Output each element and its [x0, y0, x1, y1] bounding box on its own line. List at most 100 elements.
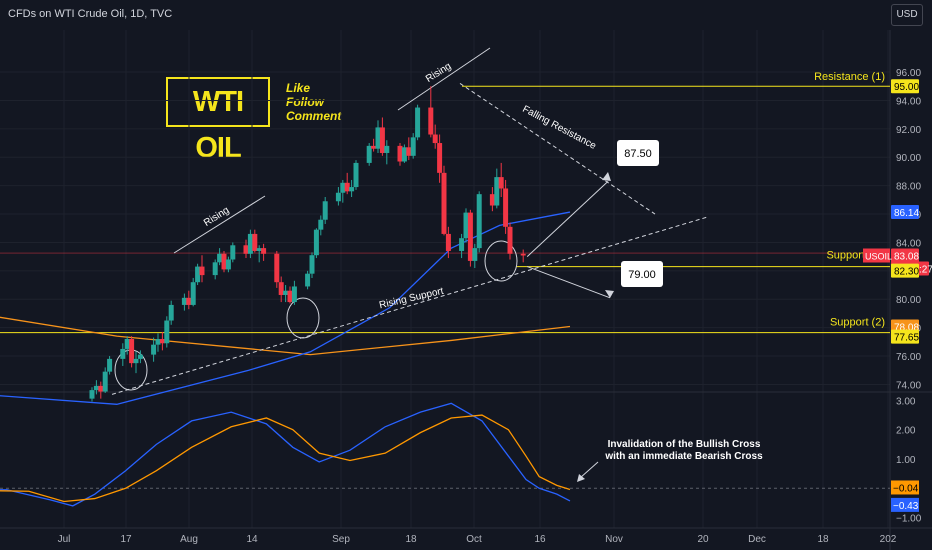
slogan-follow: Follow	[286, 95, 324, 109]
osc-series-0	[0, 402, 571, 507]
target-down-box	[621, 261, 663, 287]
osc-annotation-arrow	[579, 461, 599, 479]
support-2-label: Support (2)	[830, 317, 885, 329]
candle-body-15	[181, 297, 187, 305]
candle-body-10	[151, 344, 157, 355]
candle-body-8	[133, 358, 139, 364]
candle-body-62	[467, 212, 473, 261]
candle-body-39	[322, 201, 328, 220]
candle-body-70	[520, 253, 526, 256]
candle-body-36	[309, 255, 315, 274]
candle-body-16	[186, 297, 192, 305]
target-up-label: 87.50	[624, 148, 652, 160]
candle-body-3	[102, 371, 108, 392]
tag-last-price-bg	[891, 248, 919, 263]
tag-support-2: 77.65	[894, 333, 919, 344]
candle-body-43	[349, 187, 355, 192]
candle-body-65	[489, 194, 495, 206]
candle-body-57	[437, 143, 443, 173]
price-tick-7: 88.00	[896, 182, 921, 193]
candle-body-41	[340, 182, 346, 193]
osc-tick-1: 2.00	[896, 426, 916, 437]
candle-body-49	[384, 145, 390, 153]
arrow-up-head	[602, 172, 611, 181]
logo-text: WTI OIL	[192, 86, 244, 164]
arrow-up-line	[526, 181, 609, 258]
candle-body-29	[261, 248, 267, 254]
candle-body-11	[155, 339, 161, 345]
candle-body-0	[89, 390, 95, 399]
candle-body-40	[335, 192, 341, 202]
time-tick-12: 202	[880, 534, 897, 545]
candle-body-61	[463, 212, 469, 239]
candle-body-31	[278, 282, 284, 295]
osc-tag-0: −0.04	[893, 483, 919, 494]
price-tick-8: 90.00	[896, 153, 921, 164]
candle-body-42	[344, 182, 350, 192]
support-label: Support	[826, 250, 865, 262]
tag-resistance: 95.00	[894, 82, 919, 93]
target-up-box	[617, 140, 659, 166]
candle-body-67	[498, 177, 504, 189]
candle-body-66	[494, 177, 500, 206]
candle-body-26	[247, 233, 253, 254]
osc-annotation-line1: Invalidation of the Bullish Cross	[608, 439, 761, 450]
candle-body-51	[401, 147, 407, 162]
rising-support-label: Rising Support	[378, 286, 445, 312]
candle-body-59	[445, 233, 451, 251]
candle-body-47	[375, 127, 381, 149]
candle-body-48	[379, 127, 385, 153]
candle-body-22	[221, 253, 227, 270]
pivot-circle-2	[484, 240, 518, 282]
candle-body-63	[472, 248, 478, 261]
resistance-1-label: Resistance (1)	[814, 71, 885, 83]
tag-resistance-bg	[891, 79, 919, 94]
target-down-label: 79.00	[628, 269, 656, 281]
candle-body-18	[195, 266, 201, 283]
rising-line-1	[173, 195, 266, 254]
tag-support-bg	[891, 263, 919, 278]
osc-series-1	[0, 414, 571, 503]
candle-body-24	[230, 245, 236, 260]
tag-ma-blue: 86.14	[894, 208, 919, 219]
slogan-comment: Comment	[286, 109, 342, 123]
slogan-like: Like	[286, 81, 311, 95]
rising-line-2	[397, 47, 491, 111]
candle-body-68	[503, 188, 509, 227]
time-tick-6: Oct	[466, 534, 482, 545]
time-tick-1: 17	[120, 534, 132, 545]
tag-last-price: 83.08	[894, 252, 919, 263]
candle-body-32	[283, 290, 289, 295]
slogan: Like Follow Comment	[286, 81, 341, 123]
time-tick-7: 16	[534, 534, 546, 545]
rising-label-2: Rising	[424, 61, 453, 85]
osc-annotation-arrow-head	[577, 474, 585, 482]
rising-support-line	[111, 216, 709, 395]
rising-label-1: Rising	[202, 205, 231, 229]
osc-tag-1: −0.43	[893, 501, 919, 512]
time-tick-0: Jul	[58, 534, 71, 545]
chart-title: CFDs on WTI Crude Oil, 1D, TVC	[8, 8, 173, 20]
osc-tag-0-bg	[891, 480, 919, 495]
ma-line-0	[0, 316, 571, 356]
pivot-circle-1	[286, 297, 320, 339]
price-tick-0: 74.00	[896, 380, 921, 391]
tag-support-2-bg	[891, 329, 919, 344]
candle-body-20	[212, 262, 218, 276]
time-tick-3: 14	[246, 534, 258, 545]
candle-body-2	[98, 385, 104, 392]
symbol-tag: USOIL	[865, 252, 892, 262]
price-tick-10: 94.00	[896, 96, 921, 107]
osc-tick-2: 1.00	[896, 455, 916, 466]
candle-body-23	[225, 259, 231, 270]
candle-body-50	[397, 145, 403, 162]
price-tick-11: 96.00	[896, 68, 921, 79]
tag-support: 82.30	[894, 267, 919, 278]
currency-button[interactable]: USD	[891, 4, 923, 26]
time-tick-11: 18	[817, 534, 829, 545]
tag-ma-orange: 78.08	[894, 323, 919, 334]
logo-box: WTI OIL	[166, 77, 270, 164]
candle-body-45	[366, 145, 372, 163]
candle-body-5	[120, 348, 126, 359]
